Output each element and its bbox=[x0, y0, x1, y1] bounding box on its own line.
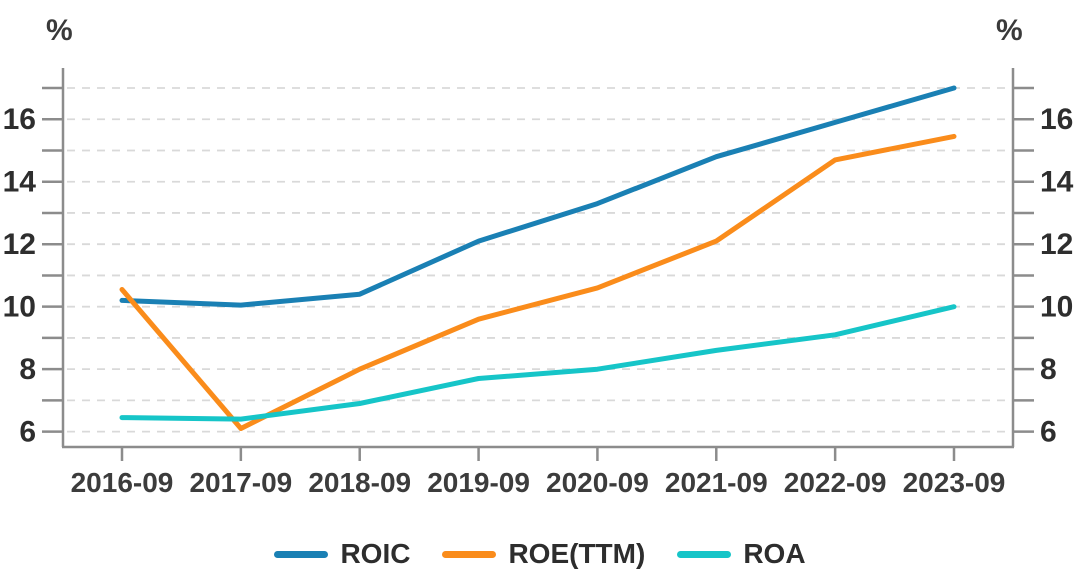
y-tick-label-right: 14 bbox=[1040, 166, 1074, 199]
roe-ttm-line bbox=[119, 133, 957, 431]
y-tick-label-left: 14 bbox=[3, 166, 37, 199]
legend-item-roa[interactable]: ROA bbox=[677, 538, 806, 569]
legend-label-roa: ROA bbox=[743, 538, 806, 569]
y-tick-label-right: 6 bbox=[1040, 416, 1057, 449]
y-tick-label-left: 12 bbox=[3, 228, 36, 261]
roic-legend-swatch-icon bbox=[274, 550, 329, 558]
y-tick-label-right: 12 bbox=[1040, 228, 1073, 261]
y-axis-unit-right: % bbox=[996, 14, 1023, 47]
roic-line bbox=[119, 85, 957, 308]
x-tick-label: 2020-09 bbox=[546, 467, 649, 498]
legend-label-roe-ttm: ROE(TTM) bbox=[508, 538, 646, 569]
x-tick-label: 2022-09 bbox=[784, 467, 887, 498]
x-tick-label: 2019-09 bbox=[427, 467, 530, 498]
x-tick-label: 2018-09 bbox=[308, 467, 411, 498]
roa-line bbox=[119, 304, 957, 422]
legend-item-roe-ttm[interactable]: ROE(TTM) bbox=[442, 540, 645, 568]
y-tick-label-right: 8 bbox=[1040, 353, 1057, 386]
y-tick-label-right: 10 bbox=[1040, 291, 1073, 324]
y-tick-label-right: 16 bbox=[1040, 103, 1073, 136]
roa-legend-swatch-icon bbox=[677, 550, 732, 558]
x-tick-label: 2016-09 bbox=[71, 467, 174, 498]
y-axis-unit-left: % bbox=[46, 14, 73, 47]
x-tick-label: 2017-09 bbox=[189, 467, 292, 498]
legend-label-roic: ROIC bbox=[340, 538, 411, 569]
roe-ttm-legend-swatch-icon bbox=[442, 550, 497, 558]
y-tick-label-left: 10 bbox=[3, 291, 36, 324]
x-tick-label: 2023-09 bbox=[903, 467, 1006, 498]
y-tick-label-left: 16 bbox=[3, 103, 36, 136]
y-tick-label-left: 8 bbox=[19, 353, 36, 386]
x-tick-label: 2021-09 bbox=[665, 467, 768, 498]
plot-area: 6 6 8 8 10 10 12 12 14 14 16 16 2016-09 2017-09 2018-0… bbox=[3, 68, 1074, 498]
y-tick-label-left: 6 bbox=[19, 416, 36, 449]
legend-item-roic[interactable]: ROIC bbox=[274, 540, 410, 568]
legend: ROIC ROE(TTM) ROA bbox=[0, 532, 1080, 576]
